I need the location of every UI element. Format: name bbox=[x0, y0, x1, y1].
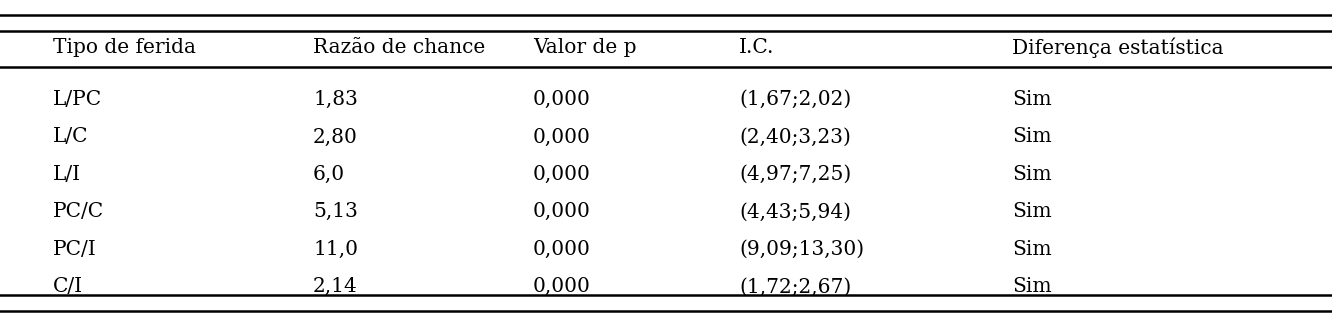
Text: 0,000: 0,000 bbox=[533, 90, 590, 109]
Text: L/PC: L/PC bbox=[53, 90, 103, 109]
Text: (1,67;2,02): (1,67;2,02) bbox=[739, 90, 851, 109]
Text: 5,13: 5,13 bbox=[313, 202, 358, 221]
Text: L/C: L/C bbox=[53, 127, 89, 146]
Text: Sim: Sim bbox=[1012, 165, 1052, 184]
Text: C/I: C/I bbox=[53, 277, 84, 296]
Text: 0,000: 0,000 bbox=[533, 240, 590, 259]
Text: (9,09;13,30): (9,09;13,30) bbox=[739, 240, 864, 259]
Text: 2,80: 2,80 bbox=[313, 127, 358, 146]
Text: Tipo de ferida: Tipo de ferida bbox=[53, 38, 196, 57]
Text: 1,83: 1,83 bbox=[313, 90, 358, 109]
Text: Sim: Sim bbox=[1012, 202, 1052, 221]
Text: Diferença estatística: Diferença estatística bbox=[1012, 37, 1224, 57]
Text: 0,000: 0,000 bbox=[533, 165, 590, 184]
Text: Sim: Sim bbox=[1012, 90, 1052, 109]
Text: (1,72;2,67): (1,72;2,67) bbox=[739, 277, 851, 296]
Text: (4,97;7,25): (4,97;7,25) bbox=[739, 165, 851, 184]
Text: Razão de chance: Razão de chance bbox=[313, 38, 485, 57]
Text: Sim: Sim bbox=[1012, 277, 1052, 296]
Text: 6,0: 6,0 bbox=[313, 165, 345, 184]
Text: 0,000: 0,000 bbox=[533, 202, 590, 221]
Text: PC/I: PC/I bbox=[53, 240, 97, 259]
Text: 0,000: 0,000 bbox=[533, 127, 590, 146]
Text: I.C.: I.C. bbox=[739, 38, 775, 57]
Text: (4,43;5,94): (4,43;5,94) bbox=[739, 202, 851, 221]
Text: Valor de p: Valor de p bbox=[533, 38, 637, 57]
Text: L/I: L/I bbox=[53, 165, 81, 184]
Text: PC/C: PC/C bbox=[53, 202, 104, 221]
Text: 2,14: 2,14 bbox=[313, 277, 358, 296]
Text: Sim: Sim bbox=[1012, 127, 1052, 146]
Text: 11,0: 11,0 bbox=[313, 240, 358, 259]
Text: (2,40;3,23): (2,40;3,23) bbox=[739, 127, 851, 146]
Text: 0,000: 0,000 bbox=[533, 277, 590, 296]
Text: Sim: Sim bbox=[1012, 240, 1052, 259]
